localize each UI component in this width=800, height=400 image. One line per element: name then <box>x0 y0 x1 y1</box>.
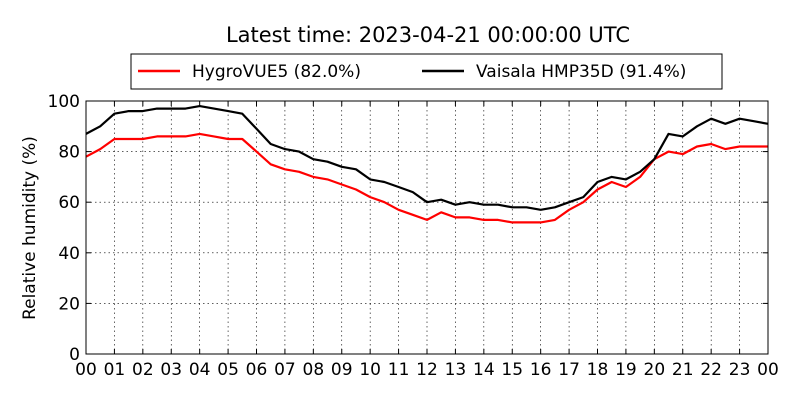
x-tick-label: 10 <box>359 360 381 380</box>
x-tick-label: 15 <box>501 360 523 380</box>
x-tick-label: 16 <box>530 360 552 380</box>
x-tick-label: 17 <box>558 360 580 380</box>
x-tick-label: 23 <box>729 360 751 380</box>
series-line-vaisala-hmp35d <box>85 104 769 211</box>
y-tick-label: 40 <box>58 244 80 264</box>
x-tick-label: 13 <box>445 360 467 380</box>
x-tick-label: 18 <box>587 360 609 380</box>
legend: HygroVUE5 (82.0%) Vaisala HMP35D (91.4%) <box>130 53 723 90</box>
x-tick-label: 12 <box>416 360 438 380</box>
y-tick-label: 20 <box>58 294 80 314</box>
y-axis-label: Relative humidity (%) <box>20 136 40 320</box>
chart-title: Latest time: 2023-04-21 00:00:00 UTC <box>226 23 630 47</box>
legend-label-hygrovue5: HygroVUE5 (82.0%) <box>192 62 361 82</box>
x-tick-label: 00 <box>75 360 97 380</box>
x-tick-label: 02 <box>132 360 154 380</box>
y-tick-label: 80 <box>58 143 80 163</box>
x-tick-label: 04 <box>189 360 211 380</box>
x-tick-label: 21 <box>672 360 694 380</box>
x-tick-label: 11 <box>388 360 410 380</box>
x-tick-label: 06 <box>246 360 268 380</box>
x-tick-label: 20 <box>644 360 666 380</box>
x-tick-label: 19 <box>615 360 637 380</box>
x-tick-label: 09 <box>331 360 353 380</box>
x-tick-label: 08 <box>303 360 325 380</box>
y-tick-label: 0 <box>69 345 80 365</box>
x-tick-label: 22 <box>700 360 722 380</box>
series-layer <box>85 104 769 224</box>
x-tick-label: 14 <box>473 360 495 380</box>
x-tick-label: 05 <box>217 360 239 380</box>
x-tick-label: 07 <box>274 360 296 380</box>
legend-label-vaisala: Vaisala HMP35D (91.4%) <box>476 62 686 82</box>
y-tick-label: 60 <box>58 193 80 213</box>
x-tick-label: 01 <box>104 360 126 380</box>
ticks: 00 01 02 03 04 05 06 07 08 09 10 11 12 13 14 15 16 17 18 19… <box>48 92 779 380</box>
x-tick-label: 03 <box>160 360 182 380</box>
y-tick-label: 100 <box>48 92 80 112</box>
x-tick-label: 00 <box>757 360 779 380</box>
grid <box>86 101 768 354</box>
